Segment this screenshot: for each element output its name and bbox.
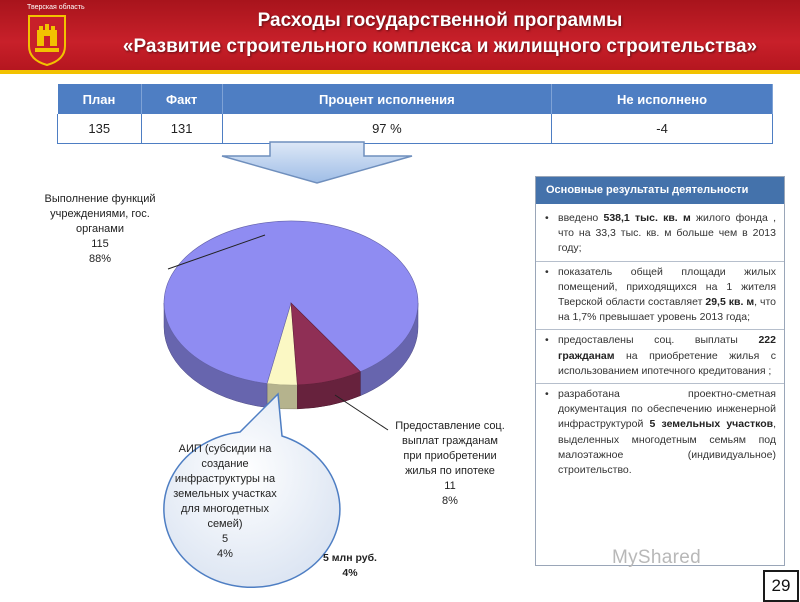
label-functions-value: 115 [91, 238, 109, 250]
label-aip: АИП (субсидии на создание инфраструктуры… [148, 442, 302, 562]
label-aip-line1: АИП (субсидии на [178, 443, 272, 455]
col-fact: Факт [141, 84, 223, 114]
item-bold: 222 гражданам [558, 334, 776, 362]
label-mortgage: Предоставление соц. выплат гражданам при… [372, 419, 528, 509]
page-title: Расходы государственной программы «Разви… [80, 8, 800, 60]
label-mortgage-line1: Предоставление соц. [395, 420, 505, 432]
aip-callout-bubble [163, 392, 341, 589]
coat-of-arms-icon [28, 15, 66, 66]
watermark: MyShared [612, 547, 701, 568]
label-aip-line5: для многодетных [181, 503, 269, 515]
title-line-2: «Развитие строительного комплекса и жили… [122, 36, 758, 57]
label-mortgage-line4: жилья по ипотеке [405, 465, 495, 477]
leader-lines [167, 234, 389, 431]
item-bold: 29,5 кв. м [705, 296, 755, 309]
label-aip-line4: земельных участках [173, 488, 277, 500]
bullet-icon: • [545, 265, 549, 278]
label-mortgage-line2: выплат гражданам [402, 435, 498, 447]
col-percent: Процент исполнения [222, 84, 553, 114]
item-text: разработана проектно-сметная документаци… [558, 388, 776, 431]
col-not-done: Не исполнено [551, 84, 773, 114]
item-text: , выделенных многодетным семьям под мало… [558, 418, 776, 477]
results-list: • введено 538,1 тыс. кв. м жилого фонда ,… [536, 208, 784, 482]
bullet-icon: • [545, 212, 549, 224]
item-bold: 5 земельных участков [649, 418, 774, 431]
callout-line2: 4% [342, 567, 358, 579]
summary-header-row: План Факт Процент исполнения Не исполнен… [57, 84, 773, 114]
bullet-icon: • [545, 334, 549, 347]
bullet-icon: • [545, 388, 549, 401]
page-number: 29 [763, 570, 799, 602]
label-functions: Выполнение функций учреждениями, гос. ор… [25, 192, 175, 267]
value-fact: 131 [140, 114, 223, 144]
item-text: на приобретение жилья с использованием и… [558, 349, 776, 377]
label-aip-line2: создание [201, 458, 249, 470]
results-item: • показатель общей площади жилых помещени… [536, 260, 784, 330]
item-text: показатель общей площади жилых помещений… [558, 265, 776, 309]
col-plan: План [57, 84, 142, 114]
title-line-1: Расходы государственной программы [257, 10, 623, 31]
region-label: Тверская область [27, 4, 85, 11]
pie-slice-0 [163, 220, 419, 384]
summary-value-row: 135 131 97 % -4 [57, 114, 773, 144]
value-plan: 135 [57, 114, 142, 144]
pie-slice-1 [290, 302, 361, 386]
item-text: , что на 1,7% превышает уровень 2013 год… [558, 296, 776, 324]
results-item: • введено 538,1 тыс. кв. м жилого фонда ,… [536, 208, 784, 261]
pie-chart [163, 220, 419, 410]
label-functions-line2: учреждениями, гос. [50, 208, 150, 220]
label-functions-line3: органами [75, 223, 125, 235]
item-text: введено [558, 212, 604, 224]
label-aip-percent: 4% [217, 548, 233, 560]
label-mortgage-value: 11 [444, 480, 456, 492]
results-item: • разработана проектно-сметная документац… [536, 383, 784, 482]
label-aip-value: 5 [221, 533, 229, 545]
item-text: жилого фонда , что на 33,3 тыс. кв. м бо… [558, 212, 776, 255]
item-text: предоставлены соц. выплаты [558, 334, 759, 347]
results-item: • предоставлены соц. выплаты 222 граждана… [536, 329, 784, 383]
item-bold: 538,1 тыс. кв. м [603, 212, 691, 224]
summary-table: План Факт Процент исполнения Не исполнен… [57, 84, 773, 144]
callout-line1: 5 млн руб. [323, 552, 377, 564]
value-not-done: -4 [551, 114, 773, 144]
header-strip [0, 70, 800, 74]
down-arrow [221, 141, 413, 184]
label-mortgage-percent: 8% [442, 495, 458, 507]
value-percent: 97 % [221, 114, 553, 144]
label-mortgage-line3: при приобретении [403, 450, 497, 462]
label-aip-line6: семей) [207, 518, 243, 530]
label-aip-line3: инфраструктуры на [174, 473, 276, 485]
label-functions-percent: 88% [88, 253, 112, 265]
header-banner [0, 0, 800, 70]
aip-amount-callout: 5 млн руб. 4% [306, 551, 394, 581]
results-panel: Основные результаты деятельности • введен… [535, 176, 785, 566]
label-functions-line1: Выполнение функций [44, 193, 156, 205]
results-title: Основные результаты деятельности [536, 177, 784, 204]
